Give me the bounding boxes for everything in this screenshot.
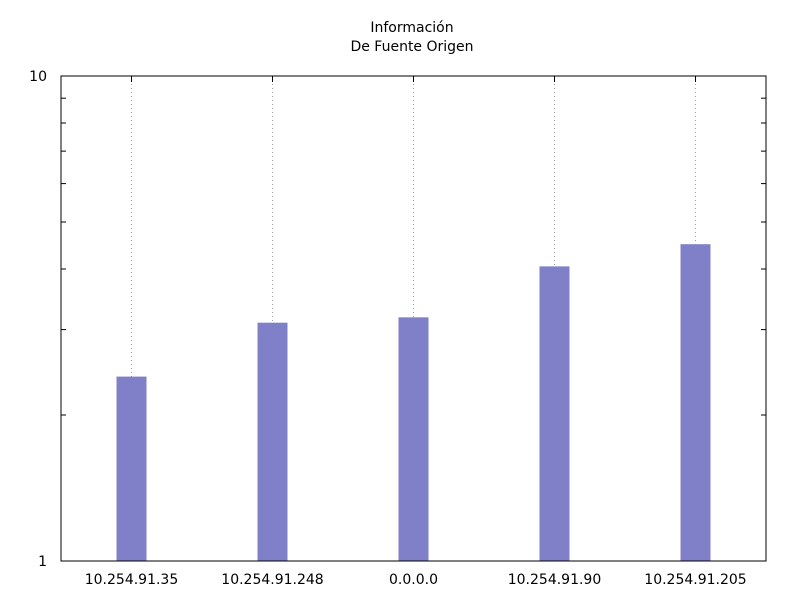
plot-frame <box>60 75 767 562</box>
y-tick-label: 1 <box>38 554 47 570</box>
x-tick-label: 10.254.91.90 <box>508 572 602 588</box>
y-tick-label: 10 <box>29 69 47 85</box>
bar <box>116 376 147 561</box>
chart-subtitle: De Fuente Origen <box>350 39 473 55</box>
bar <box>257 322 288 561</box>
bar <box>398 317 429 561</box>
chart-title: Información <box>370 20 453 36</box>
bars <box>116 244 711 561</box>
x-tick-label: 10.254.91.205 <box>644 572 746 588</box>
bar <box>539 266 570 561</box>
axes <box>60 75 767 562</box>
x-tick-label: 10.254.91.248 <box>221 572 323 588</box>
bar <box>680 244 711 561</box>
x-tick-label: 0.0.0.0 <box>389 572 438 588</box>
x-tick-label: 10.254.91.35 <box>85 572 179 588</box>
tick-labels: 10.254.91.35 10.254.91.248 0.0.0.0 10.254.9… <box>29 69 747 588</box>
